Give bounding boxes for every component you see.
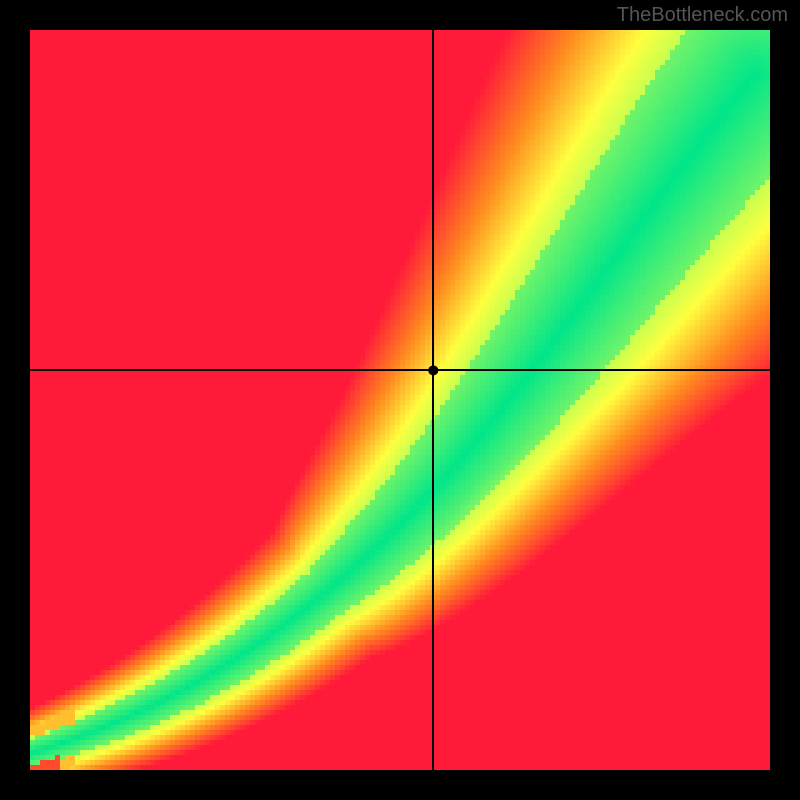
marker-canvas (30, 30, 770, 770)
heatmap-plot (30, 30, 770, 770)
watermark-text: TheBottleneck.com (617, 4, 788, 27)
chart-container: TheBottleneck.com (0, 0, 800, 800)
